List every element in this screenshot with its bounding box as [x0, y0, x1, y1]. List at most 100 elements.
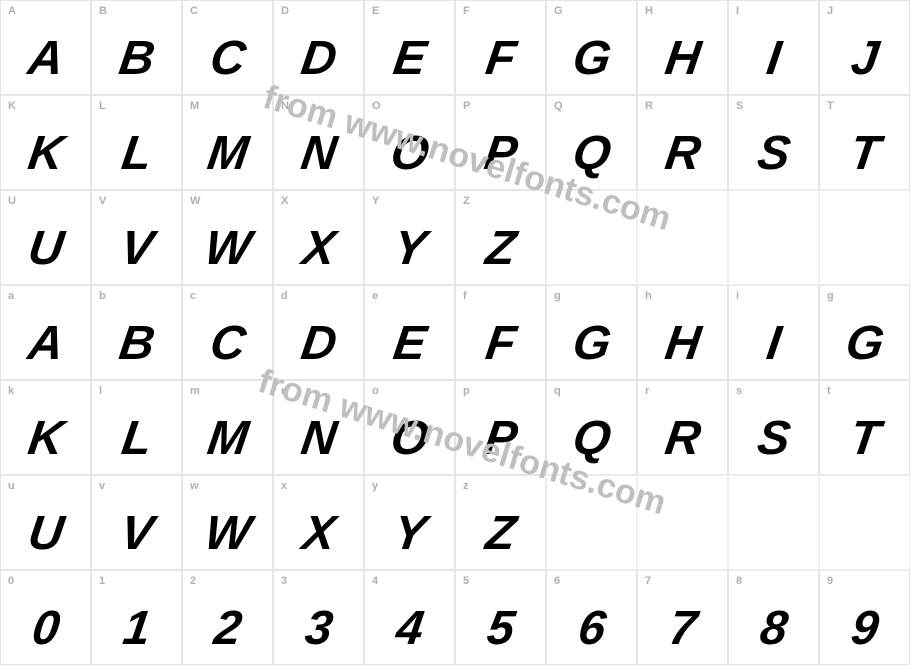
- cell-label: o: [372, 385, 379, 397]
- cell-glyph: 5: [452, 601, 549, 656]
- glyph-cell: pP: [455, 380, 546, 475]
- cell-label: e: [372, 290, 378, 302]
- cell-glyph: D: [270, 31, 367, 86]
- cell-glyph: G: [816, 316, 911, 371]
- cell-label: Y: [372, 195, 379, 207]
- glyph-cell: QQ: [546, 95, 637, 190]
- cell-glyph: I: [725, 316, 822, 371]
- cell-label: W: [190, 195, 200, 207]
- glyph-cell: bB: [91, 285, 182, 380]
- cell-label: 6: [554, 575, 560, 587]
- cell-glyph: P: [452, 126, 549, 181]
- cell-label: R: [645, 100, 653, 112]
- cell-label: Z: [463, 195, 470, 207]
- glyph-cell: LL: [91, 95, 182, 190]
- glyph-cell: 77: [637, 570, 728, 665]
- cell-glyph: K: [0, 411, 94, 466]
- cell-label: 0: [8, 575, 14, 587]
- glyph-cell: zZ: [455, 475, 546, 570]
- cell-glyph: F: [452, 31, 549, 86]
- cell-glyph: 7: [634, 601, 731, 656]
- cell-glyph: E: [361, 316, 458, 371]
- cell-glyph: 0: [0, 601, 94, 656]
- glyph-cell: gG: [546, 285, 637, 380]
- glyph-cell: UU: [0, 190, 91, 285]
- cell-glyph: O: [361, 126, 458, 181]
- cell-glyph: Z: [452, 221, 549, 276]
- cell-label: d: [281, 290, 288, 302]
- cell-label: u: [8, 480, 15, 492]
- glyph-cell: 11: [91, 570, 182, 665]
- glyph-cell: vV: [91, 475, 182, 570]
- glyph-cell: fF: [455, 285, 546, 380]
- glyph-cell: gG: [819, 285, 910, 380]
- glyph-cell: VV: [91, 190, 182, 285]
- glyph-cell: [546, 190, 637, 285]
- cell-label: 2: [190, 575, 196, 587]
- cell-label: V: [99, 195, 106, 207]
- glyph-cell: CC: [182, 0, 273, 95]
- cell-label: y: [372, 480, 378, 492]
- cell-label: S: [736, 100, 743, 112]
- glyph-cell: oO: [364, 380, 455, 475]
- cell-label: J: [827, 5, 833, 17]
- cell-glyph: 4: [361, 601, 458, 656]
- cell-glyph: L: [88, 411, 185, 466]
- cell-glyph: B: [88, 31, 185, 86]
- glyph-cell: HH: [637, 0, 728, 95]
- cell-glyph: L: [88, 126, 185, 181]
- cell-glyph: F: [452, 316, 549, 371]
- glyph-cell: GG: [546, 0, 637, 95]
- cell-label: f: [463, 290, 467, 302]
- cell-glyph: U: [0, 221, 94, 276]
- cell-label: Q: [554, 100, 563, 112]
- cell-glyph: P: [452, 411, 549, 466]
- glyph-cell: [637, 475, 728, 570]
- cell-label: h: [645, 290, 652, 302]
- cell-glyph: N: [270, 411, 367, 466]
- cell-glyph: X: [270, 221, 367, 276]
- character-map-grid: AABBCCDDEEFFGGHHIIJJKKLLMMNNOOPPQQRRSSTT…: [0, 0, 910, 665]
- cell-label: G: [554, 5, 563, 17]
- cell-glyph: Q: [543, 411, 640, 466]
- cell-glyph: B: [88, 316, 185, 371]
- cell-glyph: W: [179, 506, 276, 561]
- glyph-cell: NN: [273, 95, 364, 190]
- glyph-cell: yY: [364, 475, 455, 570]
- glyph-cell: WW: [182, 190, 273, 285]
- cell-label: A: [8, 5, 16, 17]
- glyph-cell: nN: [273, 380, 364, 475]
- glyph-cell: MM: [182, 95, 273, 190]
- cell-label: D: [281, 5, 289, 17]
- cell-label: U: [8, 195, 16, 207]
- glyph-cell: tT: [819, 380, 910, 475]
- glyph-cell: 22: [182, 570, 273, 665]
- glyph-cell: dD: [273, 285, 364, 380]
- cell-glyph: A: [0, 316, 94, 371]
- glyph-cell: lL: [91, 380, 182, 475]
- cell-label: C: [190, 5, 198, 17]
- glyph-cell: TT: [819, 95, 910, 190]
- cell-glyph: H: [634, 31, 731, 86]
- cell-glyph: C: [179, 316, 276, 371]
- cell-glyph: R: [634, 411, 731, 466]
- cell-glyph: M: [179, 126, 276, 181]
- cell-label: E: [372, 5, 379, 17]
- cell-glyph: Q: [543, 126, 640, 181]
- glyph-cell: xX: [273, 475, 364, 570]
- cell-label: q: [554, 385, 561, 397]
- cell-label: x: [281, 480, 287, 492]
- cell-glyph: J: [816, 31, 911, 86]
- glyph-cell: cC: [182, 285, 273, 380]
- glyph-cell: DD: [273, 0, 364, 95]
- cell-label: v: [99, 480, 105, 492]
- glyph-cell: mM: [182, 380, 273, 475]
- cell-label: p: [463, 385, 470, 397]
- cell-label: c: [190, 290, 196, 302]
- glyph-cell: PP: [455, 95, 546, 190]
- cell-label: 9: [827, 575, 833, 587]
- cell-glyph: 2: [179, 601, 276, 656]
- glyph-cell: BB: [91, 0, 182, 95]
- cell-glyph: H: [634, 316, 731, 371]
- glyph-cell: SS: [728, 95, 819, 190]
